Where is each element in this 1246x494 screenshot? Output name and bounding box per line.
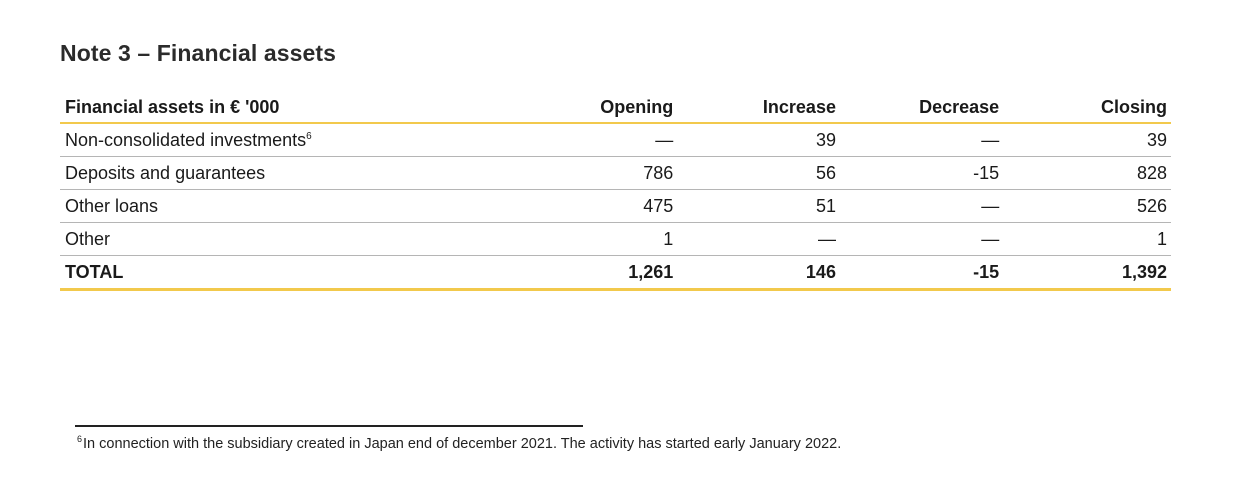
opening-cell: 1 (517, 222, 678, 256)
total-row: TOTAL 1,261 146 -15 1,392 (60, 255, 1171, 291)
header-label: Financial assets in € '000 (60, 92, 518, 124)
footnote-mark: 6 (77, 434, 83, 445)
decrease-cell: — (839, 222, 1004, 256)
header-closing: Closing (1003, 92, 1171, 124)
total-closing: 1,392 (1003, 255, 1171, 291)
increase-cell: 56 (677, 156, 840, 190)
footnote-text: In connection with the subsidiary create… (83, 436, 842, 452)
table-row: Other loans 475 51 — 526 (60, 189, 1171, 223)
increase-cell: 39 (677, 123, 840, 157)
increase-cell: 51 (677, 189, 840, 223)
closing-cell: 39 (1003, 123, 1171, 157)
decrease-cell: — (839, 123, 1004, 157)
total-opening: 1,261 (517, 255, 678, 291)
decrease-cell: — (839, 189, 1004, 223)
opening-cell: — (517, 123, 678, 157)
total-label: TOTAL (60, 255, 518, 291)
closing-cell: 1 (1003, 222, 1171, 256)
footnote-divider (75, 425, 583, 427)
note-title: Note 3 – Financial assets (60, 40, 337, 66)
row-label: Other (60, 222, 518, 256)
header-opening: Opening (517, 92, 678, 124)
total-decrease: -15 (839, 255, 1004, 291)
table-row: Non-consolidated investments6 — 39 — 39 (60, 123, 1171, 157)
closing-cell: 828 (1003, 156, 1171, 190)
financial-assets-table: Financial assets in € '000 Opening Incre… (60, 92, 1171, 291)
row-label: Other loans (60, 189, 518, 223)
table-header-row: Financial assets in € '000 Opening Incre… (60, 92, 1171, 124)
table-row: Other 1 — — 1 (60, 222, 1171, 256)
table-row: Deposits and guarantees 786 56 -15 828 (60, 156, 1171, 190)
opening-cell: 475 (517, 189, 678, 223)
decrease-cell: -15 (839, 156, 1004, 190)
opening-cell: 786 (517, 156, 678, 190)
row-label: Deposits and guarantees (60, 156, 518, 190)
header-decrease: Decrease (839, 92, 1004, 124)
total-increase: 146 (677, 255, 840, 291)
footnote-ref: 6 (306, 130, 312, 142)
increase-cell: — (677, 222, 840, 256)
header-increase: Increase (677, 92, 840, 124)
footnote: 6In connection with the subsidiary creat… (77, 434, 842, 452)
row-label-cell: Non-consolidated investments6 (60, 123, 518, 157)
row-label: Non-consolidated investments (65, 129, 307, 150)
closing-cell: 526 (1003, 189, 1171, 223)
